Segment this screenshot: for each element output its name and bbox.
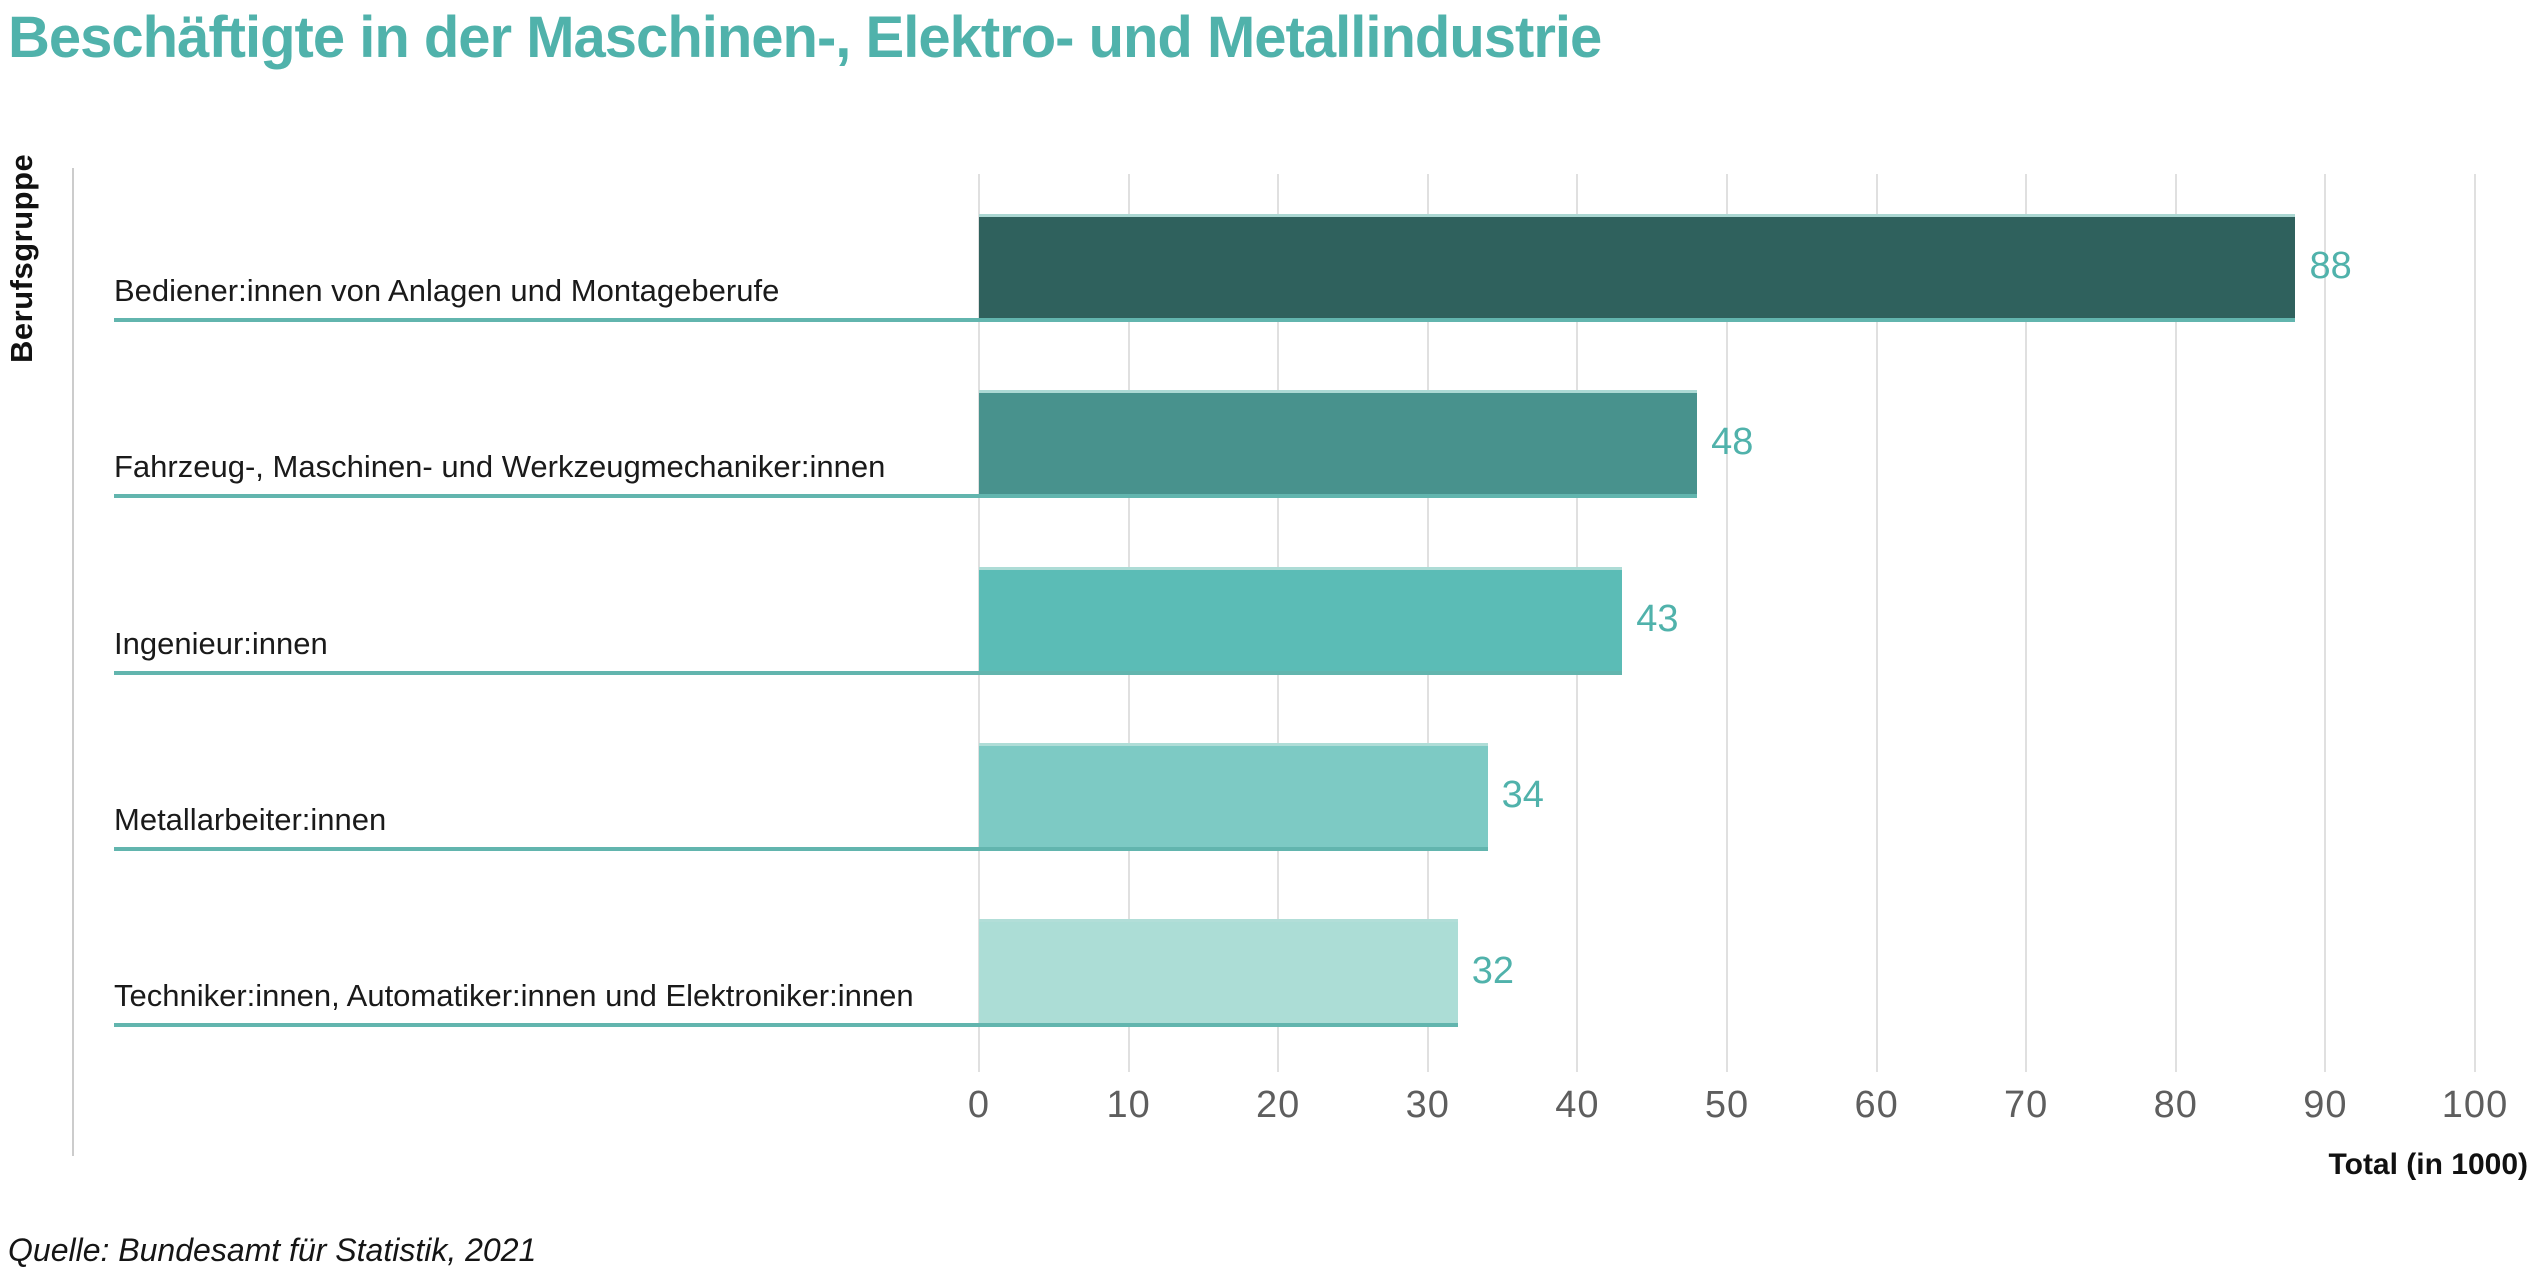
y-axis-line <box>72 168 74 1156</box>
x-axis-title: Total (in 1000) <box>2328 1148 2528 1181</box>
x-tick-label: 40 <box>1555 1084 1600 1126</box>
gridline <box>2025 174 2028 1072</box>
bar <box>979 919 1458 1023</box>
x-tick-label: 60 <box>1854 1084 1899 1126</box>
bar <box>979 390 1698 495</box>
bar-value: 48 <box>1711 421 1754 464</box>
category-label: Ingenieur:innen <box>114 625 328 661</box>
gridline <box>2324 174 2327 1072</box>
gridline <box>1726 174 1728 1072</box>
bar-underline <box>114 846 1488 851</box>
bar-value: 43 <box>1636 597 1679 640</box>
gridline <box>1875 174 1878 1072</box>
y-axis-title: Berufsgruppe <box>4 153 39 363</box>
x-tick-label: 30 <box>1405 1084 1450 1126</box>
bar-value: 88 <box>2309 245 2352 287</box>
category-label: Metallarbeiter:innen <box>114 801 387 837</box>
x-tick-label: 90 <box>2303 1084 2348 1126</box>
category-label: Fahrzeug-, Maschinen- und Werkzeugmechan… <box>114 449 886 485</box>
x-tick-label: 50 <box>1704 1084 1750 1126</box>
bar-value: 34 <box>1501 773 1544 816</box>
bar <box>979 566 1623 671</box>
chart-title: Beschäftigte in der Maschinen-, Elektro-… <box>8 5 1602 70</box>
bar <box>979 214 2296 318</box>
gridline <box>2174 174 2177 1072</box>
source-note: Quelle: Bundesamt für Statistik, 2021 <box>8 1232 537 1268</box>
bar-underline <box>114 318 2296 322</box>
x-tick-label: 0 <box>967 1084 991 1126</box>
category-label: Bediener:innen von Anlagen und Montagebe… <box>114 273 780 308</box>
x-tick-label: 20 <box>1256 1084 1301 1126</box>
bar-underline <box>114 670 1623 675</box>
bar-underline <box>114 494 1698 499</box>
gridline <box>2474 174 2476 1072</box>
x-tick-label: 70 <box>2004 1084 2049 1126</box>
bar-value: 32 <box>1471 950 1514 992</box>
bar <box>979 742 1488 847</box>
x-tick-label: 10 <box>1106 1084 1151 1126</box>
category-label: Techniker:innen, Automatiker:innen und E… <box>114 978 914 1013</box>
x-tick-label: 80 <box>2153 1084 2198 1126</box>
bar-underline <box>114 1023 1458 1027</box>
x-tick-label: 100 <box>2441 1084 2509 1126</box>
